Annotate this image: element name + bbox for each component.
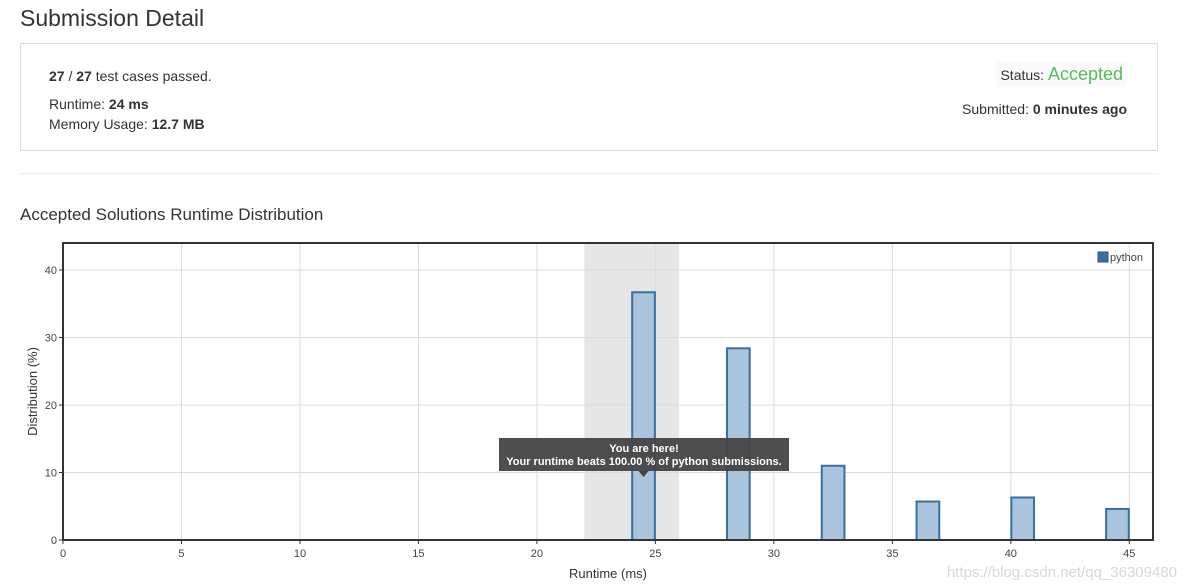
total-count: 27	[76, 68, 92, 84]
chart-svg: 0 5 10 15 20 25 30 35 40 45 0 10 20 30 40 Runtime (ms) D…	[25, 242, 1154, 581]
status-badge[interactable]: Accepted	[1047, 64, 1123, 84]
status-row: Status: Accepted	[996, 62, 1127, 87]
submitted-value: 0 minutes ago	[1032, 101, 1127, 117]
x-tick-label: 15	[412, 548, 424, 560]
y-tick-label: 30	[45, 333, 57, 345]
y-tick-label: 40	[45, 265, 57, 277]
x-tick-label: 20	[531, 548, 543, 560]
tooltip-box	[499, 438, 789, 471]
tooltip-arrow	[638, 471, 649, 477]
y-axis-label: Distribution (%)	[25, 347, 40, 436]
y-tick-label: 20	[45, 400, 57, 412]
runtime-label: Runtime:	[49, 96, 109, 112]
test-cases-row: 27 / 27 test cases passed.	[49, 66, 212, 86]
bar	[820, 464, 846, 541]
bar	[631, 291, 656, 542]
y-tick-label: 10	[45, 468, 57, 480]
tooltip-line-2: Your runtime beats 100.00 % of python su…	[506, 456, 781, 468]
tooltip-line-1: You are here!	[609, 443, 679, 455]
status-label: Status:	[1000, 67, 1048, 83]
submitted-row: Submitted: 0 minutes ago	[962, 101, 1127, 117]
watermark: https://blog.csdn.net/qq_36309480	[946, 564, 1177, 581]
runtime-value: 24 ms	[108, 96, 149, 112]
section-divider	[20, 173, 1158, 174]
x-tick-label: 40	[1005, 548, 1017, 560]
x-tick-label: 0	[60, 548, 66, 560]
x-tick-label: 5	[178, 548, 184, 560]
legend-label: python	[1110, 252, 1143, 264]
legend-swatch	[1097, 251, 1109, 263]
runtime-distribution-chart: 0 5 10 15 20 25 30 35 40 45 0 10 20 30 40 Runtime (ms) D…	[0, 235, 1187, 587]
memory-label: Memory Usage:	[49, 116, 152, 132]
runtime-row: Runtime: 24 ms	[49, 94, 212, 114]
memory-value: 12.7 MB	[151, 116, 205, 132]
passed-count: 27	[49, 68, 65, 84]
bar	[915, 500, 941, 541]
submitted-label: Submitted:	[962, 101, 1033, 117]
page-title: Submission Detail	[20, 5, 205, 31]
summary-status: Status: Accepted Submitted: 0 minutes ag…	[962, 62, 1127, 117]
x-tick-label: 45	[1123, 548, 1135, 560]
passed-separator: /	[64, 68, 77, 84]
x-axis-label: Runtime (ms)	[569, 566, 647, 581]
y-tick-label: 0	[51, 535, 57, 547]
summary-card: 27 / 27 test cases passed. Runtime: 24 m…	[20, 43, 1158, 151]
bar	[1010, 496, 1036, 542]
x-tick-label: 35	[886, 548, 898, 560]
x-tick-label: 25	[649, 548, 661, 560]
memory-row: Memory Usage: 12.7 MB	[49, 114, 212, 134]
plot-border	[62, 242, 1154, 541]
x-tick-label: 30	[768, 548, 780, 560]
summary-stats: 27 / 27 test cases passed. Runtime: 24 m…	[49, 66, 212, 134]
bar	[1105, 507, 1130, 542]
section-title: Accepted Solutions Runtime Distribution	[20, 205, 324, 224]
passed-suffix: test cases passed.	[91, 68, 212, 84]
x-tick-label: 10	[294, 548, 306, 560]
